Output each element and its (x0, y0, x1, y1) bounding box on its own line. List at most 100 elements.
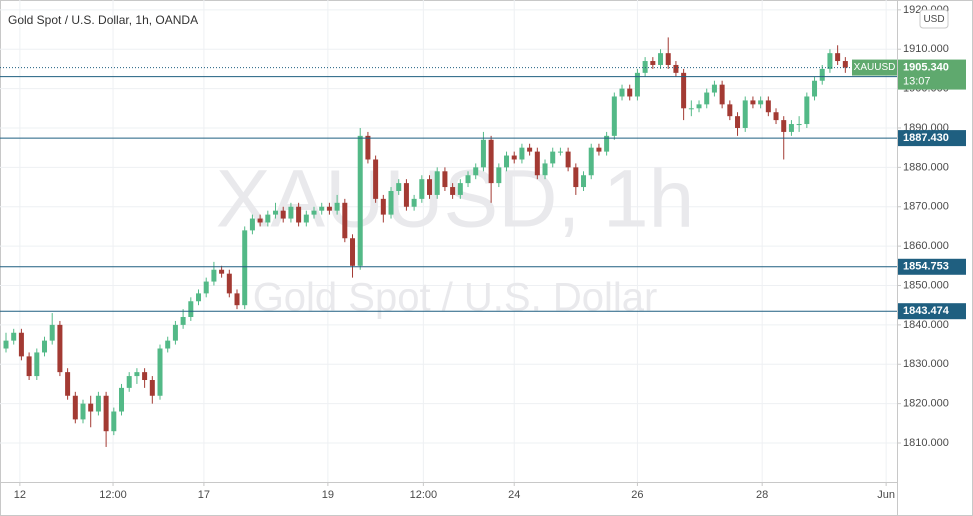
candle-body (311, 210, 317, 215)
candle-body (303, 214, 309, 223)
candle-body (373, 159, 379, 199)
candle-body (119, 387, 125, 412)
candle-body (142, 372, 148, 381)
candle-body (665, 53, 671, 65)
candle-body (627, 88, 633, 97)
candle-body (542, 163, 548, 176)
watermark-subtitle: Gold Spot / U.S. Dollar (253, 276, 658, 320)
candle-body (57, 324, 63, 373)
candle-body (758, 100, 764, 105)
candle-body (673, 64, 679, 73)
y-tick-label: 1850.000 (903, 279, 949, 291)
candle-body (242, 230, 248, 306)
candle-body (488, 139, 494, 184)
candle-body (319, 206, 325, 211)
x-tick-label: 17 (198, 489, 210, 501)
candle-body (619, 88, 625, 97)
y-tick-label: 1860.000 (903, 240, 949, 252)
candle-body (249, 218, 255, 231)
candle-body (596, 147, 602, 152)
candle-body (149, 380, 155, 396)
last-price-label: 1905.340 (903, 61, 949, 73)
x-tick-label: 12:00 (99, 489, 127, 501)
candle-body (480, 139, 486, 168)
candle-body (180, 317, 186, 325)
candle-body (257, 218, 263, 223)
candle-body (511, 155, 517, 160)
candle-body (781, 120, 787, 132)
candle-body (203, 281, 209, 294)
level-label-box (898, 258, 966, 275)
candle-body (788, 124, 794, 132)
symbol-label: XAUUSD (854, 62, 896, 73)
candle-body (750, 100, 756, 105)
candle-body (103, 395, 109, 432)
candle-body (88, 403, 94, 412)
level-label-box (898, 130, 966, 147)
candle-body (403, 183, 409, 207)
candle-body (465, 175, 471, 184)
candle-body (357, 135, 363, 266)
candle-body (49, 324, 55, 341)
candle-body (196, 293, 202, 302)
candle-body (473, 167, 479, 176)
candle-body (711, 84, 717, 93)
candle-body (742, 100, 748, 128)
candle-body (342, 202, 348, 239)
candle-body (704, 92, 710, 105)
axes: 1810.000 1820.000 1830.000 1840.000 1850.000… (14, 4, 966, 501)
grid (0, 0, 897, 482)
candle-body (334, 202, 340, 211)
candle-body (496, 167, 502, 184)
candle-body (658, 53, 664, 65)
candle-body (157, 348, 163, 396)
level-label-box (898, 303, 966, 320)
candle-body (365, 135, 371, 160)
candle-body (688, 108, 694, 110)
candle-body (411, 198, 417, 207)
candle-body (288, 206, 294, 219)
candle-body (519, 147, 525, 160)
candle-body (557, 151, 563, 153)
candle-body (211, 269, 217, 282)
candle-body (95, 395, 101, 412)
candle-body (581, 175, 587, 188)
plot (0, 37, 897, 447)
candle-body (42, 340, 48, 353)
candle-body (696, 104, 702, 109)
countdown: 13:07 (903, 75, 931, 87)
candle-body (165, 340, 171, 349)
x-tick-label: 26 (631, 489, 643, 501)
currency-box[interactable] (919, 9, 949, 29)
watermark: XAUUSD, 1h (216, 154, 695, 245)
candle-body (504, 155, 510, 168)
candle-body (819, 68, 825, 81)
candle-body (634, 72, 640, 97)
candle-body (534, 151, 540, 176)
y-tick-label: 1820.000 (903, 398, 949, 410)
chart-title: Gold Spot / U.S. Dollar, 1h, OANDA (8, 13, 198, 27)
candle-body (588, 147, 594, 176)
x-tick-label: 12 (14, 489, 26, 501)
candle-body (296, 206, 302, 223)
candle-body (812, 80, 818, 97)
candle-body (681, 72, 687, 109)
y-tick-label: 1830.000 (903, 358, 949, 370)
candle-body (3, 340, 9, 349)
candle-body (396, 183, 402, 191)
candle-body (727, 104, 733, 117)
candle-body (842, 61, 848, 68)
candle-body (111, 411, 117, 432)
candle-body (796, 124, 802, 126)
x-tick-label: Jun (877, 489, 895, 501)
candle-body (380, 198, 386, 215)
candle-body (550, 151, 556, 164)
y-tick-label: 1880.000 (903, 161, 949, 173)
candle-body (26, 356, 32, 377)
x-tick-label: 19 (322, 489, 334, 501)
candle-body (34, 352, 40, 377)
x-tick-label: 24 (508, 489, 520, 501)
candle-body (65, 372, 71, 396)
